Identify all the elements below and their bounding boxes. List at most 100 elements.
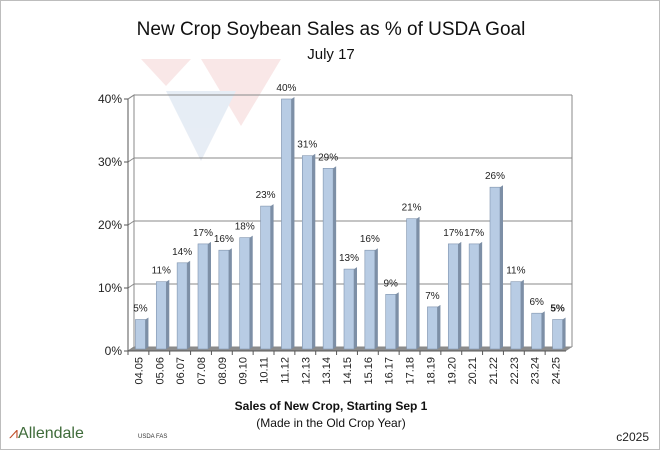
gridline-side <box>127 346 135 352</box>
x-tick-label: 18.19 <box>425 357 437 385</box>
bar-side <box>562 317 566 349</box>
bar <box>489 186 501 350</box>
y-tick-label: 20% <box>98 218 122 232</box>
watermark-shape <box>201 59 281 126</box>
x-tick-label: 07.08 <box>196 357 208 385</box>
x-tick-label: 05.06 <box>154 357 166 385</box>
bar-side <box>166 279 170 349</box>
y-tick-label: 0% <box>105 344 123 358</box>
gridline-side <box>127 283 135 289</box>
bar <box>364 249 376 350</box>
x-tick-label: 11.12 <box>279 357 291 384</box>
bar-side <box>458 241 462 349</box>
data-label: 31% <box>297 140 317 151</box>
data-label: 17% <box>193 228 213 239</box>
data-label: 5% <box>133 304 148 315</box>
bar-side <box>187 260 191 349</box>
data-label: 16% <box>214 234 234 245</box>
data-label: 11% <box>152 266 171 277</box>
data-label: 26% <box>485 171 505 182</box>
chart-title: New Crop Soybean Sales as % of USDA Goal <box>136 19 526 40</box>
x-tick-label: 06.07 <box>175 357 187 385</box>
bar <box>260 205 271 350</box>
bar-side <box>312 153 316 349</box>
watermark-shape <box>166 91 236 161</box>
allendale-logo: ⩘Allendale <box>9 425 84 442</box>
data-label: 21% <box>402 203 422 214</box>
x-tick-label: 09.10 <box>238 357 250 385</box>
bar <box>155 281 167 350</box>
gridline-side <box>127 220 135 226</box>
x-tick-label: 12.13 <box>300 357 312 385</box>
bar <box>322 168 334 350</box>
bar-side <box>228 248 232 349</box>
gridline-side <box>127 157 135 163</box>
bar <box>176 262 188 350</box>
data-label: 9% <box>383 278 398 289</box>
bar <box>510 281 522 350</box>
data-label: 14% <box>172 247 192 258</box>
bar <box>406 218 417 350</box>
data-label: 13% <box>339 253 359 264</box>
bar <box>468 243 480 350</box>
bar-side <box>208 241 211 349</box>
x-tick-label: 20.21 <box>467 357 479 385</box>
bar <box>239 237 251 350</box>
bar-side <box>479 241 483 349</box>
x-tick-label: 04.05 <box>133 357 145 385</box>
gridline-side <box>127 94 135 100</box>
x-tick-label: 24.25 <box>551 357 563 385</box>
data-label: 16% <box>360 234 380 245</box>
copyright: c2025 <box>616 430 649 444</box>
watermark-shape <box>141 59 191 86</box>
x-tick-label: 13.14 <box>321 357 333 385</box>
bar <box>135 319 146 350</box>
x-axis-title: Sales of New Crop, Starting Sep 1 <box>234 399 428 413</box>
data-label: 18% <box>235 222 255 233</box>
data-label: 11% <box>506 266 525 277</box>
bar-side <box>541 311 545 349</box>
data-label: 5% <box>550 304 565 315</box>
bar <box>301 155 313 350</box>
x-tick-label: 22.23 <box>509 357 521 385</box>
chart-subtitle: July 17 <box>307 46 355 63</box>
bar-side <box>333 166 337 349</box>
x-tick-label: 21.22 <box>488 357 500 385</box>
x-axis-subtitle: (Made in the Old Crop Year) <box>256 416 406 430</box>
x-tick-label: 15.16 <box>363 357 375 385</box>
y-tick-label: 10% <box>98 281 122 295</box>
data-label: 40% <box>276 83 296 94</box>
bar <box>385 293 397 350</box>
x-tick-label: 14.15 <box>342 357 354 385</box>
bar <box>343 268 355 350</box>
bar <box>197 243 209 350</box>
x-tick-label: 23.24 <box>530 357 542 385</box>
logo-text: Allendale <box>18 425 84 442</box>
x-tick-label: 17.18 <box>405 357 417 385</box>
bar <box>447 243 459 350</box>
bar <box>427 306 438 350</box>
bar <box>552 319 563 350</box>
bar-side <box>145 317 149 349</box>
bar-side <box>249 235 253 349</box>
bar-side <box>520 279 524 349</box>
bar-side <box>270 204 274 349</box>
bar <box>531 312 543 350</box>
bar-side <box>437 304 441 349</box>
bar-side <box>354 267 357 349</box>
data-label: 17% <box>464 228 484 239</box>
y-tick-label: 30% <box>98 155 122 169</box>
x-tick-label: 10.11 <box>259 357 271 384</box>
data-label: 17% <box>443 228 463 239</box>
y-tick-label: 40% <box>98 92 122 106</box>
x-tick-label: 19.20 <box>446 357 458 385</box>
bar <box>281 98 292 350</box>
bar <box>218 249 230 350</box>
bar-side <box>291 97 295 349</box>
source-note: USDA FAS <box>138 434 168 440</box>
x-tick-label: 16.17 <box>384 357 396 385</box>
data-label: 23% <box>256 190 276 201</box>
data-label: 7% <box>425 291 440 302</box>
